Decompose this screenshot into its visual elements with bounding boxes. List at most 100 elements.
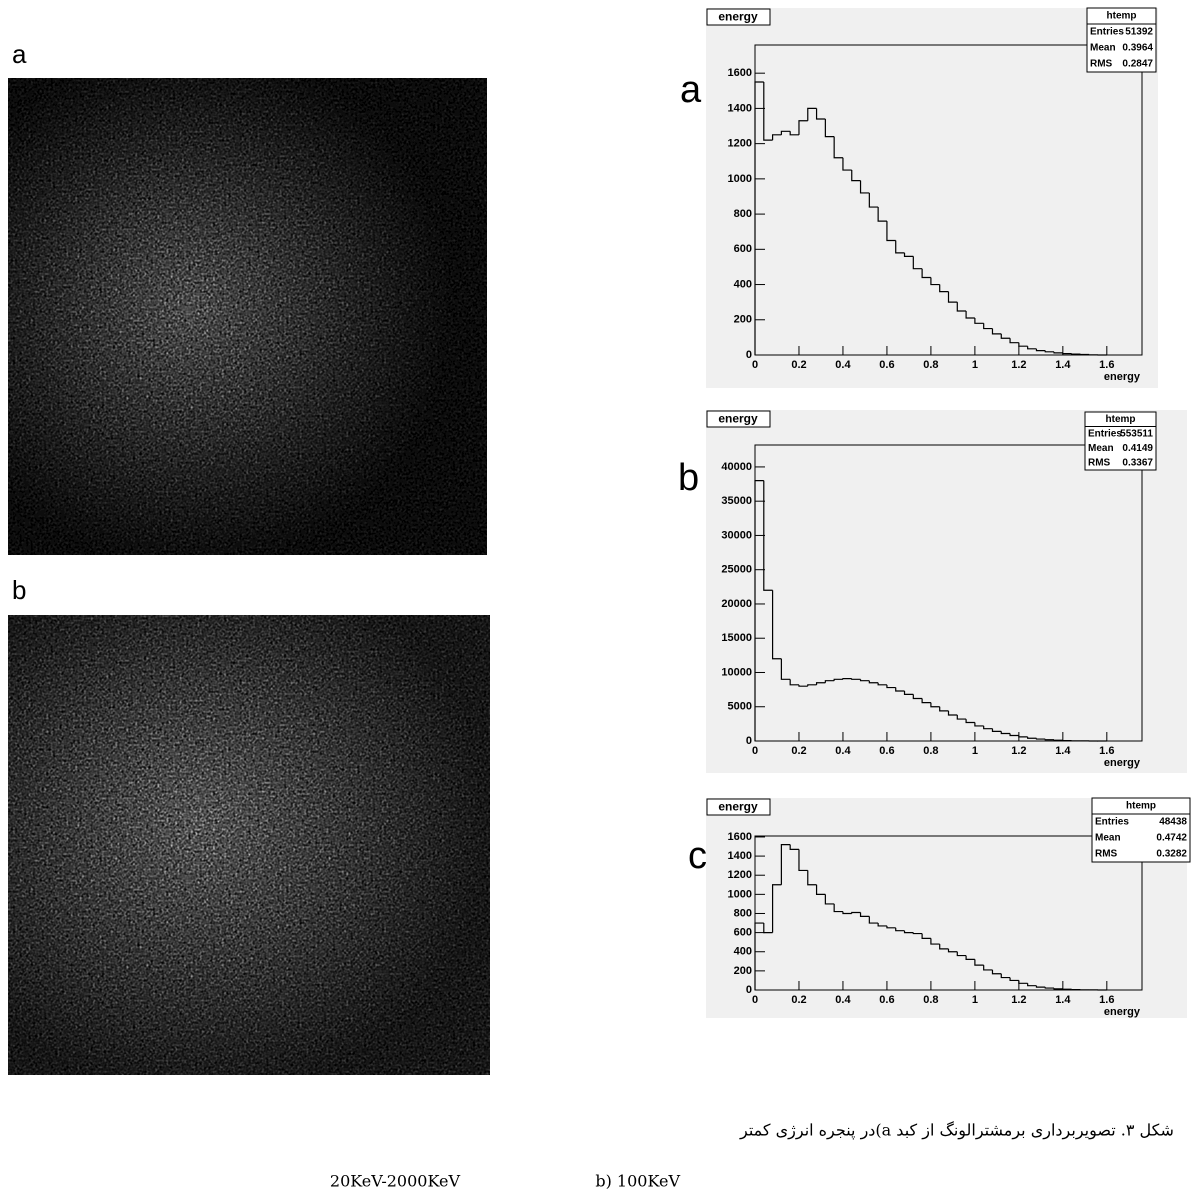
histogram-bin: [1009, 338, 1019, 344]
histogram-bin: [921, 268, 931, 279]
y-tick-label: 200: [734, 314, 752, 326]
histogram-bin: [1027, 346, 1037, 350]
histogram-bin: [877, 923, 887, 927]
y-tick-label: 0: [746, 984, 752, 996]
histogram-bin: [859, 912, 870, 917]
x-tick-label: 0.4: [835, 745, 851, 757]
stats-value: 0.3367: [1122, 457, 1153, 468]
histogram-bin: [763, 480, 773, 591]
x-tick-label: 1.6: [1099, 359, 1114, 371]
x-tick-label: 1: [972, 359, 978, 371]
histogram-bin: [780, 658, 791, 680]
histogram-bin: [1044, 739, 1055, 741]
x-tick-label: 0.6: [879, 994, 894, 1006]
histogram-bin: [815, 884, 826, 895]
y-tick-label: 40000: [721, 461, 752, 473]
histogram-bin: [947, 291, 958, 303]
chart-title: energy: [718, 412, 758, 426]
y-tick-label: 1600: [728, 67, 752, 79]
histogram-bin: [807, 684, 817, 687]
y-tick-label: 15000: [721, 632, 752, 644]
histogram-bin: [1027, 736, 1037, 739]
histogram-bin: [771, 590, 782, 660]
stats-value: 0.3282: [1156, 849, 1187, 860]
histogram-bin: [1044, 350, 1055, 353]
y-tick-label: 30000: [721, 529, 752, 541]
stats-label: Mean: [1095, 833, 1121, 844]
histogram-bin: [903, 252, 914, 257]
y-tick-label: 0: [746, 349, 752, 361]
y-tick-label: 0: [746, 735, 752, 747]
y-tick-label: 1000: [728, 888, 752, 900]
histogram-bin: [807, 107, 817, 121]
stats-value: 51392: [1125, 27, 1153, 38]
histogram-bin: [877, 682, 887, 686]
histogram-bin: [859, 180, 870, 194]
stats-value: 0.4149: [1122, 443, 1153, 454]
histogram-bin: [842, 678, 852, 680]
histogram-bin: [1044, 987, 1055, 989]
histogram-bin: [991, 328, 1002, 335]
y-tick-label: 1400: [728, 102, 752, 114]
histogram-bin: [868, 916, 879, 924]
histogram-bin: [859, 679, 870, 682]
histogram-bin: [851, 170, 861, 182]
histogram-bin: [912, 694, 923, 700]
x-tick-label: 0.8: [923, 994, 938, 1006]
y-tick-label: 600: [734, 243, 752, 255]
x-axis-label: energy: [1104, 1006, 1141, 1018]
x-tick-label: 0.6: [879, 359, 894, 371]
x-axis-label: energy: [1104, 371, 1141, 383]
stats-box: [1086, 7, 1157, 73]
y-tick-label: 400: [734, 946, 752, 958]
panel-label: b: [12, 575, 26, 605]
histogram-bin: [974, 959, 984, 966]
y-tick-label: 35000: [721, 495, 752, 507]
x-tick-label: 1.6: [1099, 745, 1114, 757]
histogram-bin: [763, 81, 773, 141]
histogram-bin: [754, 81, 764, 355]
histogram-bin: [912, 932, 923, 935]
histogram-bin: [921, 698, 931, 704]
histogram-bin: [921, 933, 931, 939]
x-tick-label: 0.8: [923, 359, 938, 371]
stats-label: Mean: [1090, 43, 1116, 54]
stats-value: 48438: [1159, 817, 1187, 828]
histogram-bin: [789, 679, 799, 686]
stats-label: Entries: [1088, 428, 1122, 439]
x-tick-label: 1.2: [1011, 359, 1026, 371]
x-tick-label: 1.2: [1011, 994, 1026, 1006]
caption-line: 20KeV-2000KeV: [330, 1172, 461, 1189]
histogram-bin: [886, 684, 896, 689]
x-tick-label: 1: [972, 994, 978, 1006]
histogram-bin: [930, 702, 940, 708]
histogram-bin: [763, 923, 773, 934]
stats-label: RMS: [1088, 457, 1111, 468]
histogram-bin: [1035, 348, 1046, 352]
panel-label: b: [678, 457, 699, 499]
histogram-bin: [798, 120, 808, 135]
histogram-bin: [1000, 333, 1011, 339]
histogram-bin: [939, 706, 949, 712]
histogram-bin: [1035, 738, 1046, 740]
y-tick-label: 400: [734, 278, 752, 290]
stats-label: Mean: [1088, 443, 1114, 454]
histogram-bin: [824, 680, 835, 683]
histogram-bin: [851, 911, 861, 914]
chart-title: energy: [718, 10, 758, 24]
histogram-bin: [1000, 731, 1011, 735]
title-box: [706, 8, 771, 26]
chart-title: energy: [718, 800, 758, 814]
panel-label: c: [688, 835, 707, 877]
histogram-bin: [842, 911, 852, 915]
histogram-bin: [754, 922, 764, 990]
plot-frame: [754, 835, 1143, 991]
histogram-bin: [1018, 980, 1028, 984]
histogram-bin: [991, 728, 1002, 733]
x-tick-label: 1.6: [1099, 994, 1114, 1006]
histogram-bin: [789, 844, 799, 850]
histogram-bin: [983, 725, 993, 730]
y-tick-label: 20000: [721, 598, 752, 610]
histogram-bin: [947, 948, 958, 953]
